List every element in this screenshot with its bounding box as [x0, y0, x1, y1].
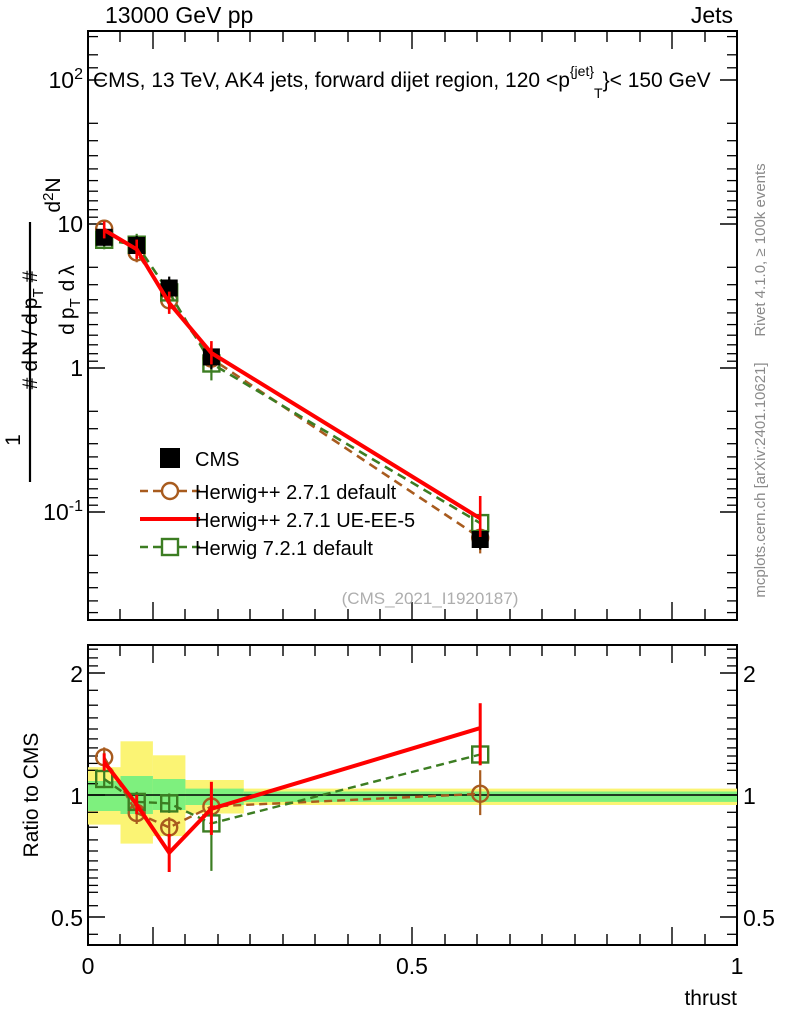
main-title-tail: }< 150 GeV	[603, 69, 711, 92]
ytick-label-0: 10	[49, 67, 75, 93]
ratio-uncertainty-bands	[88, 741, 738, 844]
main-y-ticks	[88, 35, 737, 614]
ratio-ytick-label-right-2: 0.5	[743, 905, 775, 931]
legend: CMS Herwig++ 2.7.1 default Herwig++ 2.7.…	[140, 448, 415, 560]
dataset-watermark: (CMS_2021_I1920187)	[342, 589, 519, 608]
y-axis-label-one: 1	[2, 434, 25, 446]
series-herwigpp-ueee5	[102, 221, 482, 537]
side-label-mcplots: mcplots.cern.ch [arXiv:2401.10621]	[752, 362, 769, 597]
ratio-ytick-label-1: 1	[70, 783, 83, 809]
legend-label-1: Herwig++ 2.7.1 default	[195, 482, 397, 504]
ratio-ytick-label-right-1: 1	[743, 783, 756, 809]
legend-label-2: Herwig++ 2.7.1 UE-EE-5	[195, 510, 415, 532]
ytick-sup-3: -1	[69, 498, 83, 515]
main-series-layer	[94, 219, 490, 554]
main-plot-title: CMS, 13 TeV, AK4 jets, forward dijet reg…	[93, 63, 711, 101]
x-axis-labels: 0 0.5 1 thrust	[82, 953, 744, 1010]
ratio-ytick-label-right-0: 2	[743, 661, 756, 687]
xtick-label-0: 0	[82, 953, 95, 979]
main-y-axis-label: #dN/dpT# 1 dpTdλ d2N	[2, 177, 84, 482]
xtick-label-2: 1	[731, 953, 744, 979]
header-left: 13000 GeV pp	[105, 2, 253, 28]
header-right: Jets	[691, 2, 733, 28]
main-y-tick-labels: 102 10 1 10-1	[43, 66, 83, 525]
main-x-ticks	[119, 31, 706, 620]
ytick-label-2: 1	[70, 355, 83, 381]
x-axis-label: thrust	[684, 987, 737, 1010]
ratio-y-tick-labels: 2 1 0.5 2 1 0.5	[51, 661, 775, 931]
y-axis-label-d2n: d2N	[40, 177, 65, 212]
xtick-label-1: 0.5	[396, 953, 428, 979]
main-title-sup: {jet}	[570, 63, 594, 79]
ratio-ytick-label-0: 2	[70, 661, 83, 687]
main-title-text: CMS, 13 TeV, AK4 jets, forward dijet reg…	[93, 69, 570, 92]
y-axis-label-numerator: #dN/dpT#	[19, 270, 47, 389]
ratio-series-layer	[94, 703, 490, 872]
legend-marker-herwigpp-default	[140, 481, 200, 501]
ytick-label-1: 10	[57, 211, 83, 237]
legend-marker-herwig721	[140, 537, 200, 557]
svg-text:10-1: 10-1	[43, 498, 83, 525]
ratio-series-herwigpp-ueee5	[102, 703, 482, 872]
ytick-label-3: 10	[43, 499, 69, 525]
main-title-sub: T	[594, 85, 603, 101]
ratio-ytick-label-2: 0.5	[51, 905, 83, 931]
y-axis-label-denominator: dpTdλ	[56, 265, 84, 335]
ratio-y-axis-label: Ratio to CMS	[20, 733, 43, 858]
ratio-x-ticks	[119, 645, 706, 945]
ytick-sup-0: 2	[74, 66, 83, 83]
side-label-rivet: Rivet 4.1.0, ≥ 100k events	[752, 163, 769, 336]
svg-text:102: 102	[49, 66, 84, 93]
legend-label-3: Herwig 7.2.1 default	[195, 538, 373, 560]
legend-marker-cms	[160, 448, 180, 468]
legend-label-0: CMS	[195, 449, 239, 471]
